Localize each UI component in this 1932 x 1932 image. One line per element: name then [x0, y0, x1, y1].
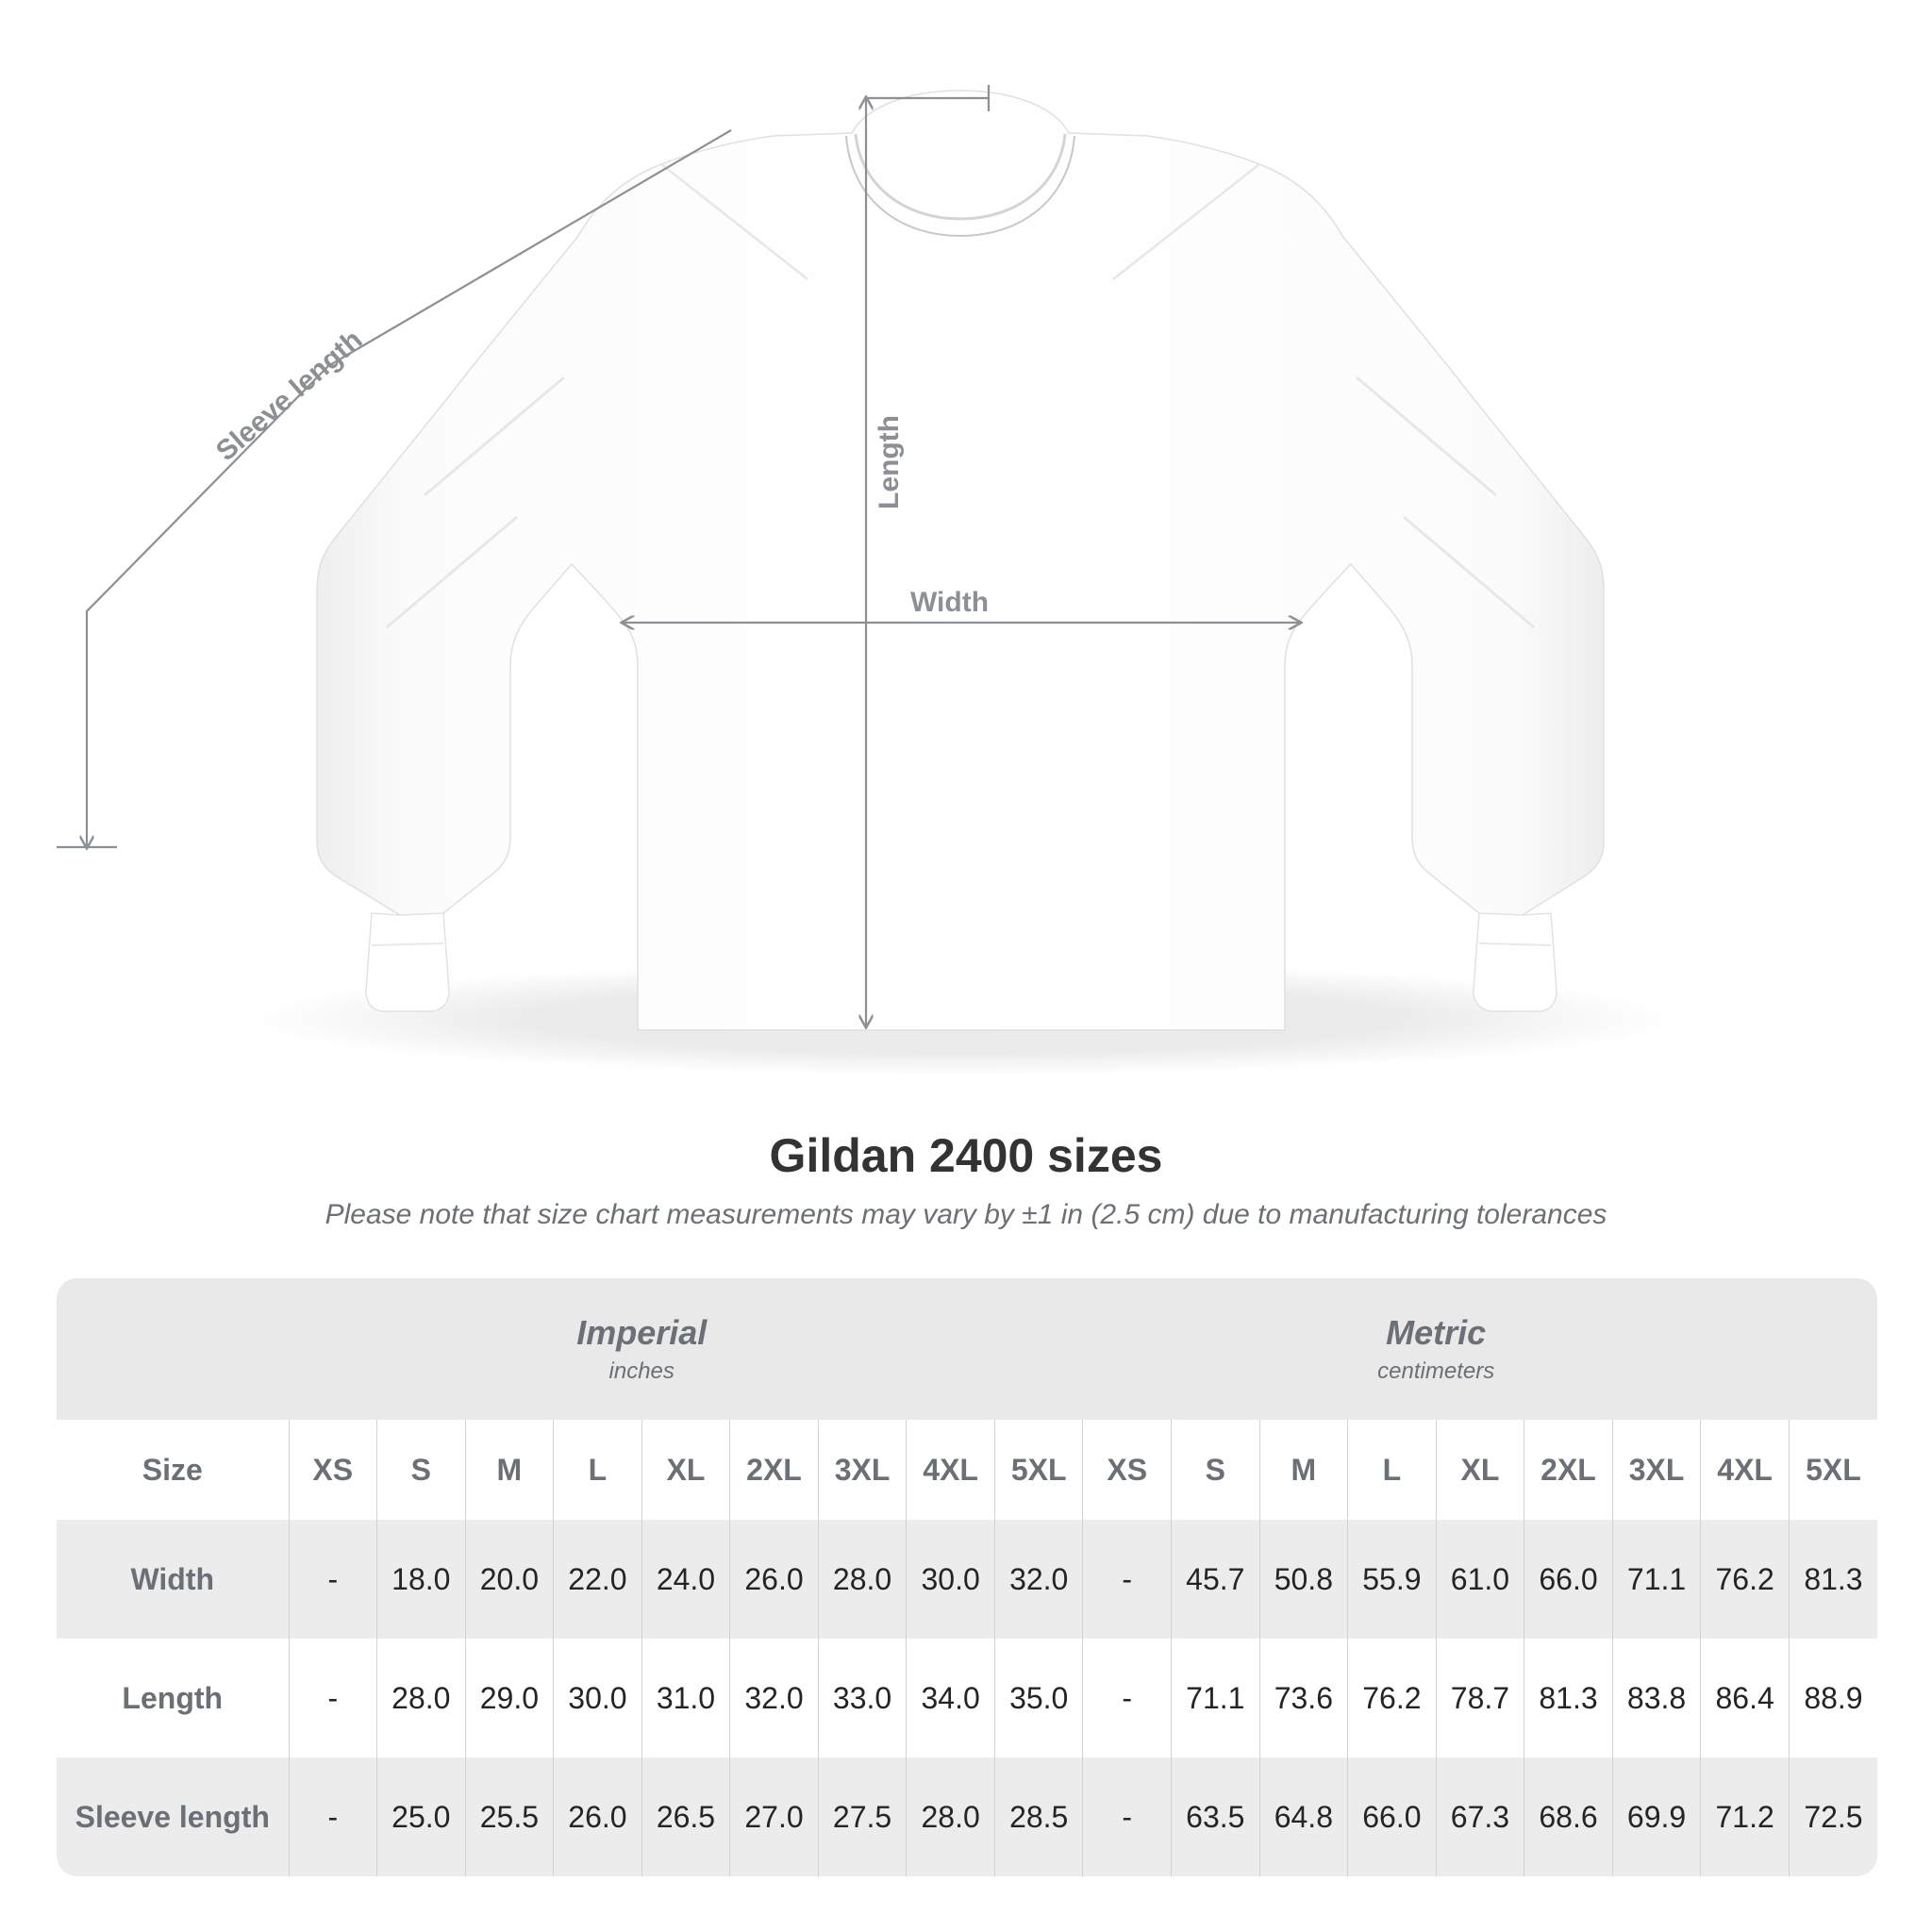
- svg-text:Length: Length: [874, 415, 905, 509]
- svg-text:Sleeve length: Sleeve length: [210, 324, 369, 467]
- svg-text:Width: Width: [910, 587, 989, 618]
